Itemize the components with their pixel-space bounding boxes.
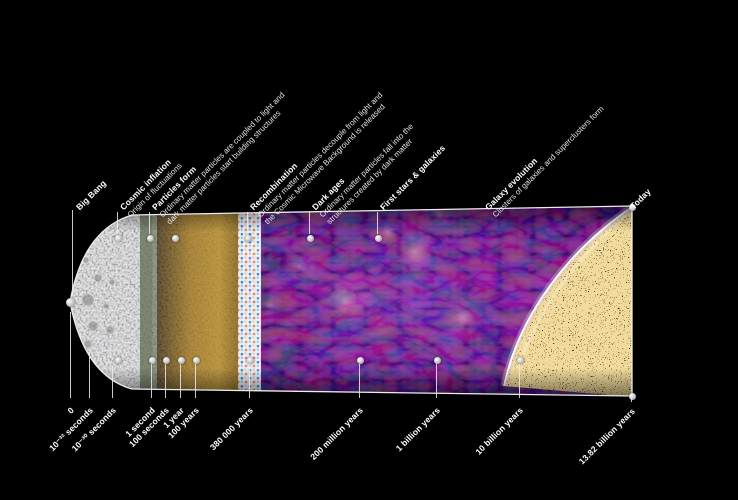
today-node-dot (628, 203, 636, 211)
timeline-node-dot (516, 356, 524, 364)
tick-line (165, 364, 166, 398)
timeline-node-dot (192, 356, 200, 364)
timeline-node-dot (162, 356, 170, 364)
tick-line (249, 364, 250, 398)
timeline-node-dot (114, 234, 122, 242)
timeline-node-dot (148, 356, 156, 364)
timeline-node-dot (433, 356, 441, 364)
tick-line (149, 212, 150, 234)
tick-line (377, 212, 378, 234)
tick-line (247, 212, 248, 234)
tick-line (72, 210, 73, 296)
timeline-node-dot (114, 356, 122, 364)
timeline-node-dot (246, 356, 254, 364)
timeline-node-dot (146, 234, 154, 242)
tick-line (195, 364, 196, 398)
tick-line (519, 364, 520, 398)
tick-line (309, 212, 310, 234)
band-edge-shading (70, 206, 632, 396)
big-bang-node-dot (65, 297, 75, 307)
timeline-node-dot (356, 356, 364, 364)
timeline-node-dot (244, 234, 252, 242)
tick-line (436, 364, 437, 398)
tick-line (180, 364, 181, 398)
tick-line (631, 398, 632, 402)
tick-line (89, 352, 90, 398)
band-outline (69, 205, 633, 397)
tick-line (70, 312, 71, 398)
tick-line (112, 366, 113, 398)
timeline-node-dot (177, 356, 185, 364)
tick-line (117, 212, 118, 234)
timeline-node-dot (306, 234, 314, 242)
timeline-node-dot (628, 392, 636, 400)
timeline-node-dot (171, 234, 179, 242)
tick-line (359, 364, 360, 398)
tick-line (151, 364, 152, 398)
timeline-node-dot (374, 234, 382, 242)
